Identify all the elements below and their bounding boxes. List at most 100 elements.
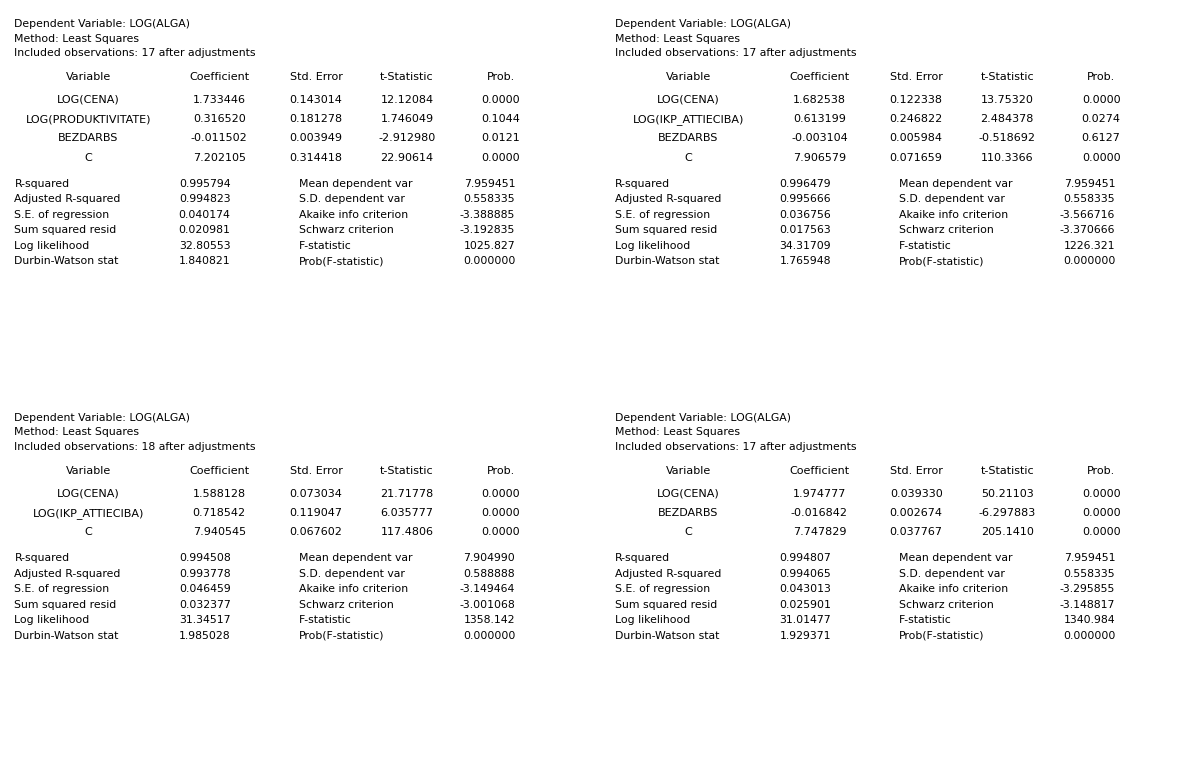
Text: Durbin-Watson stat: Durbin-Watson stat xyxy=(615,631,719,640)
Text: 12.12084: 12.12084 xyxy=(381,95,434,105)
Text: LOG(CENA): LOG(CENA) xyxy=(58,488,120,499)
Text: R-squared: R-squared xyxy=(615,553,670,563)
Text: Prob(F-statistic): Prob(F-statistic) xyxy=(898,257,985,266)
Text: 0.000000: 0.000000 xyxy=(1063,257,1115,266)
Text: 0.143014: 0.143014 xyxy=(290,95,343,105)
Text: Included observations: 18 after adjustments: Included observations: 18 after adjustme… xyxy=(14,442,256,452)
Text: 1.974777: 1.974777 xyxy=(793,488,846,499)
Text: 0.043013: 0.043013 xyxy=(779,584,831,594)
Text: 0.0121: 0.0121 xyxy=(482,133,520,144)
Text: S.E. of regression: S.E. of regression xyxy=(14,584,109,594)
Text: Prob.: Prob. xyxy=(486,72,515,83)
Text: 1.588128: 1.588128 xyxy=(193,488,246,499)
Text: Coefficient: Coefficient xyxy=(789,72,849,83)
Text: -6.297883: -6.297883 xyxy=(979,508,1036,518)
Text: 117.4806: 117.4806 xyxy=(381,527,434,537)
Text: 0.067602: 0.067602 xyxy=(290,527,343,537)
Text: 6.035777: 6.035777 xyxy=(381,508,434,518)
Text: 13.75320: 13.75320 xyxy=(981,95,1034,105)
Text: 0.073034: 0.073034 xyxy=(290,488,343,499)
Text: R-squared: R-squared xyxy=(615,179,670,188)
Text: 1340.984: 1340.984 xyxy=(1064,615,1115,625)
Text: 0.0000: 0.0000 xyxy=(482,527,520,537)
Text: Dependent Variable: LOG(ALGA): Dependent Variable: LOG(ALGA) xyxy=(615,19,791,29)
Text: Variable: Variable xyxy=(66,466,111,476)
Text: 0.071659: 0.071659 xyxy=(890,153,943,163)
Text: 21.71778: 21.71778 xyxy=(381,488,434,499)
Text: 1025.827: 1025.827 xyxy=(464,241,515,251)
Text: Sum squared resid: Sum squared resid xyxy=(14,226,116,235)
Text: Mean dependent var: Mean dependent var xyxy=(898,179,1012,188)
Text: Sum squared resid: Sum squared resid xyxy=(615,226,716,235)
Text: 0.032377: 0.032377 xyxy=(179,600,230,609)
Text: Log likelihood: Log likelihood xyxy=(615,615,690,625)
Text: Durbin-Watson stat: Durbin-Watson stat xyxy=(615,257,719,266)
Text: Schwarz criterion: Schwarz criterion xyxy=(300,226,394,235)
Text: Adjusted R-squared: Adjusted R-squared xyxy=(615,569,721,578)
Text: 1.682538: 1.682538 xyxy=(793,95,846,105)
Text: 0.020981: 0.020981 xyxy=(179,226,230,235)
Text: 0.122338: 0.122338 xyxy=(890,95,943,105)
Text: 0.0000: 0.0000 xyxy=(1082,153,1120,163)
Text: Sum squared resid: Sum squared resid xyxy=(14,600,116,609)
Text: 2.484378: 2.484378 xyxy=(980,114,1034,124)
Text: 0.002674: 0.002674 xyxy=(890,508,943,518)
Text: Prob.: Prob. xyxy=(486,466,515,476)
Text: Schwarz criterion: Schwarz criterion xyxy=(898,600,994,609)
Text: 0.000000: 0.000000 xyxy=(462,631,515,640)
Text: C: C xyxy=(685,527,692,537)
Text: 0.046459: 0.046459 xyxy=(179,584,230,594)
Text: Method: Least Squares: Method: Least Squares xyxy=(14,427,139,438)
Text: 7.959451: 7.959451 xyxy=(1064,553,1115,563)
Text: 0.025901: 0.025901 xyxy=(779,600,831,609)
Text: 7.904990: 7.904990 xyxy=(464,553,515,563)
Text: Variable: Variable xyxy=(666,72,712,83)
Text: 0.994823: 0.994823 xyxy=(179,195,230,204)
Text: t-Statistic: t-Statistic xyxy=(980,72,1034,83)
Text: 50.21103: 50.21103 xyxy=(981,488,1034,499)
Text: 7.747829: 7.747829 xyxy=(793,527,846,537)
Text: 1.840821: 1.840821 xyxy=(179,257,230,266)
Text: 1226.321: 1226.321 xyxy=(1064,241,1115,251)
Text: Variable: Variable xyxy=(666,466,712,476)
Text: Mean dependent var: Mean dependent var xyxy=(898,553,1012,563)
Text: Method: Least Squares: Method: Least Squares xyxy=(14,33,139,44)
Text: Prob.: Prob. xyxy=(1087,466,1115,476)
Text: 22.90614: 22.90614 xyxy=(381,153,434,163)
Text: -3.370666: -3.370666 xyxy=(1060,226,1115,235)
Text: -3.001068: -3.001068 xyxy=(459,600,515,609)
Text: Std. Error: Std. Error xyxy=(890,72,943,83)
Text: Variable: Variable xyxy=(66,72,111,83)
Text: Schwarz criterion: Schwarz criterion xyxy=(898,226,994,235)
Text: S.E. of regression: S.E. of regression xyxy=(14,210,109,220)
Text: 0.000000: 0.000000 xyxy=(1063,631,1115,640)
Text: 1.765948: 1.765948 xyxy=(780,257,831,266)
Text: Method: Least Squares: Method: Least Squares xyxy=(615,427,739,438)
Text: 0.246822: 0.246822 xyxy=(890,114,943,124)
Text: Std. Error: Std. Error xyxy=(890,466,943,476)
Text: LOG(CENA): LOG(CENA) xyxy=(658,488,720,499)
Text: 0.994065: 0.994065 xyxy=(779,569,831,578)
Text: 0.181278: 0.181278 xyxy=(290,114,343,124)
Text: 205.1410: 205.1410 xyxy=(981,527,1034,537)
Text: 0.996479: 0.996479 xyxy=(779,179,831,188)
Text: 110.3366: 110.3366 xyxy=(981,153,1034,163)
Text: 7.202105: 7.202105 xyxy=(193,153,246,163)
Text: Prob(F-statistic): Prob(F-statistic) xyxy=(300,257,385,266)
Text: BEZDARBS: BEZDARBS xyxy=(659,133,719,144)
Text: Included observations: 17 after adjustments: Included observations: 17 after adjustme… xyxy=(14,48,256,58)
Text: 0.558335: 0.558335 xyxy=(464,195,515,204)
Text: t-Statistic: t-Statistic xyxy=(980,466,1034,476)
Text: 1.746049: 1.746049 xyxy=(381,114,434,124)
Text: Prob(F-statistic): Prob(F-statistic) xyxy=(300,631,385,640)
Text: F-statistic: F-statistic xyxy=(898,241,952,251)
Text: 7.959451: 7.959451 xyxy=(1064,179,1115,188)
Text: 0.119047: 0.119047 xyxy=(290,508,343,518)
Text: -3.566716: -3.566716 xyxy=(1060,210,1115,220)
Text: C: C xyxy=(685,153,692,163)
Text: C: C xyxy=(85,153,92,163)
Text: 0.0000: 0.0000 xyxy=(482,508,520,518)
Text: 0.6127: 0.6127 xyxy=(1082,133,1120,144)
Text: 7.940545: 7.940545 xyxy=(193,527,246,537)
Text: Log likelihood: Log likelihood xyxy=(14,615,90,625)
